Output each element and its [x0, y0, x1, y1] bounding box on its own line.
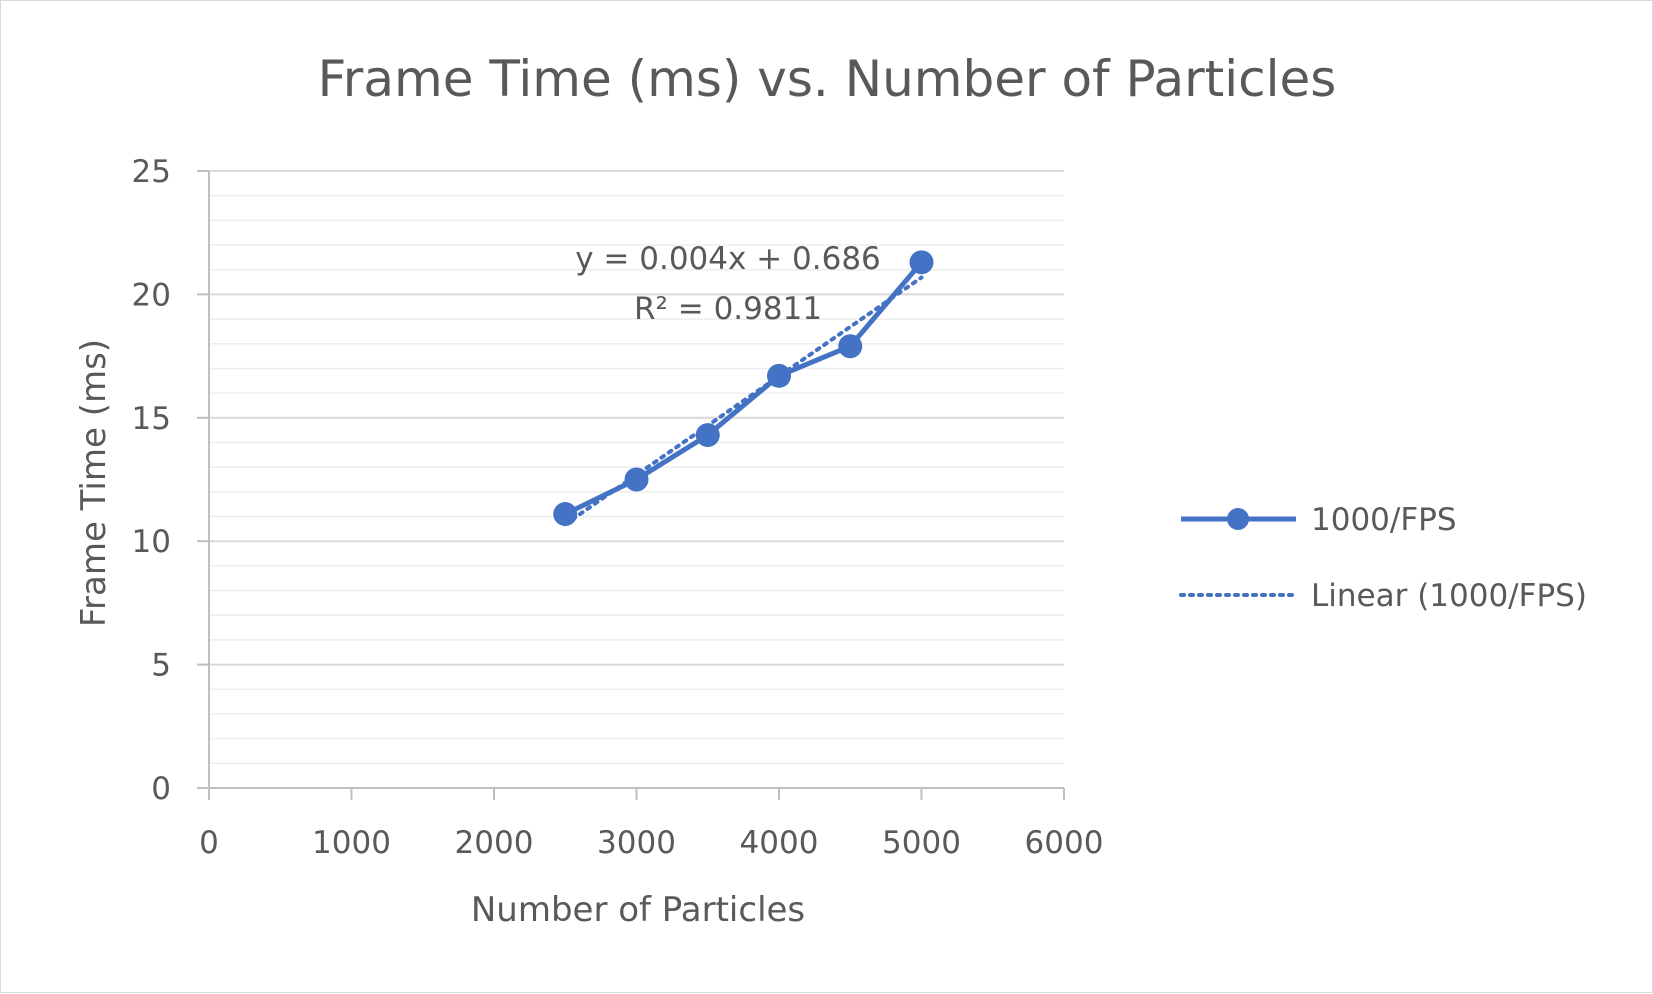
data-point [553, 502, 578, 527]
x-tick-label: 1000 [312, 825, 391, 861]
x-tick-label: 6000 [1025, 825, 1104, 861]
data-point [838, 334, 863, 359]
legend-series-label: 1000/FPS [1311, 502, 1457, 538]
legend-trendline-label: Linear (1000/FPS) [1311, 578, 1587, 614]
y-axis-title: Frame Time (ms) [74, 339, 114, 627]
series-group [553, 250, 934, 527]
x-tick-label: 5000 [882, 825, 961, 861]
x-tick-labels: 0 1000 2000 3000 4000 5000 6000 [199, 825, 1103, 861]
data-point [909, 250, 934, 275]
x-tick-label: 4000 [740, 825, 819, 861]
x-axis-title: Number of Particles [471, 890, 805, 930]
y-tick-label: 5 [151, 648, 171, 684]
series-line [564, 260, 924, 517]
y-tick-label: 20 [132, 277, 171, 313]
y-tick-labels: 0 5 10 15 20 25 [132, 154, 171, 807]
y-tick-label: 15 [132, 401, 171, 437]
data-point [624, 467, 649, 492]
data-point [695, 423, 720, 448]
trendline-r2: R² = 0.9811 [634, 291, 822, 327]
axes [197, 170, 1065, 800]
chart-title: Frame Time (ms) vs. Number of Particles [318, 50, 1337, 108]
x-tick-label: 3000 [597, 825, 676, 861]
y-tick-label: 0 [151, 771, 171, 807]
legend: 1000/FPS Linear (1000/FPS) [1179, 502, 1587, 614]
y-tick-label: 25 [132, 154, 171, 190]
major-gridlines [209, 170, 1064, 666]
x-tick-label: 0 [199, 825, 219, 861]
x-tick-label: 2000 [455, 825, 534, 861]
minor-gridlines [209, 194, 1064, 765]
trendline-equation: y = 0.004x + 0.686 [575, 241, 881, 277]
legend-series-marker [1227, 508, 1249, 530]
y-tick-label: 10 [132, 524, 171, 560]
data-point [767, 363, 791, 388]
